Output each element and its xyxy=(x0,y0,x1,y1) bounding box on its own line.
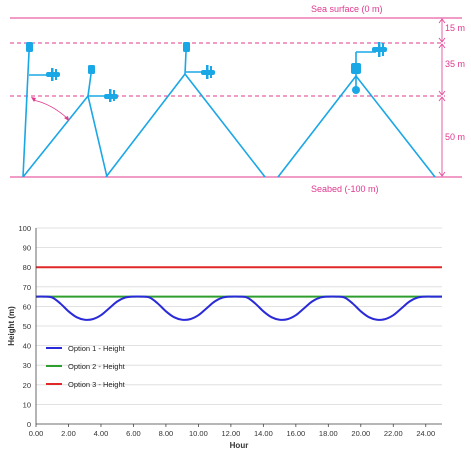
x-tick-label: 10.00 xyxy=(189,429,208,438)
y-tick-label: 90 xyxy=(23,244,31,253)
x-tick-label: 20.00 xyxy=(351,429,370,438)
option-1-structure xyxy=(22,51,108,178)
series-line-option-1 xyxy=(35,295,442,321)
turbine-icon xyxy=(46,68,60,81)
x-tick-label: 22.00 xyxy=(384,429,403,438)
dimension-label-15m: 15 m xyxy=(445,23,465,33)
dimension-arrows xyxy=(438,18,446,177)
y-tick-label: 10 xyxy=(23,400,31,409)
x-tick-label: 24.00 xyxy=(416,429,435,438)
turbine-icon xyxy=(372,42,387,57)
option-3-structure xyxy=(277,51,436,178)
angle-arc xyxy=(32,99,69,120)
turbine-icon xyxy=(104,89,118,102)
y-tick-label: 50 xyxy=(23,322,31,331)
weight-icon xyxy=(352,86,360,94)
height-chart: 0 10 20 30 40 50 60 70 80 90 100 0.00 2.00 4.00 6.00 8.… xyxy=(7,224,442,450)
legend-label: Option 1 - Height xyxy=(68,344,126,353)
x-tick-label: 4.00 xyxy=(94,429,109,438)
chart-grid xyxy=(36,227,442,425)
chart-ticks: 0 10 20 30 40 50 60 70 80 90 100 0.00 2.00 4.00 6.00 8.… xyxy=(18,224,435,438)
chart-axes xyxy=(35,228,442,425)
sea-surface-label: Sea surface (0 m) xyxy=(311,4,383,14)
legend-label: Option 3 - Height xyxy=(68,380,126,389)
seabed-label: Seabed (-100 m) xyxy=(311,184,379,194)
y-tick-label: 20 xyxy=(23,381,31,390)
y-tick-label: 0 xyxy=(27,420,31,429)
buoy-icon xyxy=(183,42,190,52)
y-tick-label: 40 xyxy=(23,342,31,351)
x-tick-label: 12.00 xyxy=(221,429,240,438)
option-2-structure xyxy=(105,51,266,178)
buoy-icon xyxy=(88,65,95,74)
x-tick-label: 16.00 xyxy=(286,429,305,438)
buoy-icon xyxy=(26,42,33,52)
chart-series xyxy=(35,266,442,321)
x-tick-label: 18.00 xyxy=(319,429,338,438)
x-tick-label: 6.00 xyxy=(126,429,141,438)
y-tick-label: 70 xyxy=(23,283,31,292)
dimension-label-50m: 50 m xyxy=(445,132,465,142)
angle-arrow-head xyxy=(31,97,69,121)
buoy-icon xyxy=(351,63,361,74)
turbine-icon xyxy=(201,65,215,79)
x-axis-label: Hour xyxy=(230,441,249,450)
y-tick-label: 80 xyxy=(23,263,31,272)
legend-label: Option 2 - Height xyxy=(68,362,126,371)
x-tick-label: 2.00 xyxy=(61,429,76,438)
chart-legend: Option 1 - Height Option 2 - Height Option… xyxy=(46,344,126,389)
x-tick-label: 14.00 xyxy=(254,429,273,438)
y-tick-label: 60 xyxy=(23,302,31,311)
x-tick-label: 0.00 xyxy=(29,429,44,438)
y-tick-label: 100 xyxy=(18,224,31,233)
y-tick-label: 30 xyxy=(23,361,31,370)
dimension-label-35m: 35 m xyxy=(445,59,465,69)
mooring-diagram: Sea surface (0 m) Seabed (-100 m) 15 m 3… xyxy=(10,4,465,194)
y-axis-label: Height (m) xyxy=(7,306,16,346)
x-tick-label: 8.00 xyxy=(159,429,174,438)
